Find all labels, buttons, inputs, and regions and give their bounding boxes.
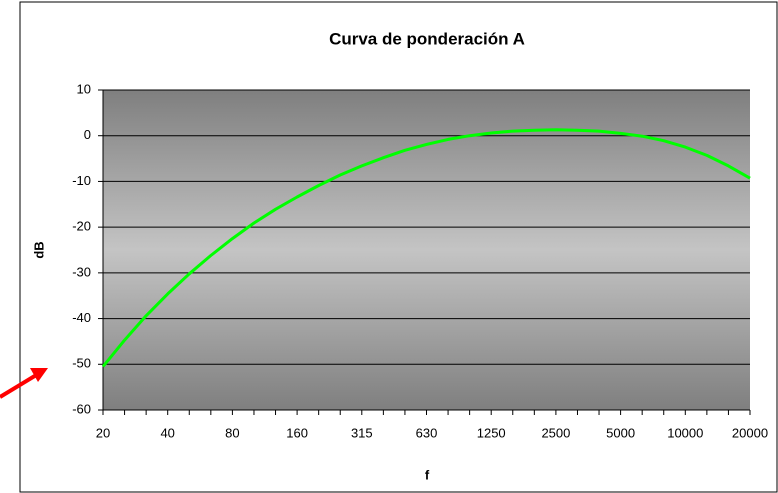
y-tick-label: -10	[72, 173, 91, 188]
x-axis-label: f	[425, 467, 430, 482]
x-tick-label: 5000	[606, 425, 635, 440]
y-tick-label: -20	[72, 219, 91, 234]
y-tick-label: -30	[72, 264, 91, 279]
y-axis-label: dB	[31, 241, 46, 258]
x-tick-label: 20	[96, 425, 110, 440]
arrow	[0, 368, 48, 399]
data-line	[101, 128, 751, 368]
x-tick-label: 630	[416, 425, 438, 440]
y-tick-label: -50	[72, 356, 91, 371]
x-tick-label: 40	[160, 425, 174, 440]
y-tick-label: -40	[72, 310, 91, 325]
x-tick-label: 20000	[732, 425, 768, 440]
x-tick-label: 315	[351, 425, 373, 440]
x-tick-label: 1250	[477, 425, 506, 440]
x-tick-label: 2500	[541, 425, 570, 440]
x-tick-label: 80	[225, 425, 239, 440]
y-tick-label: -60	[72, 401, 91, 416]
x-tick-label: 160	[286, 425, 308, 440]
x-tick-label: 10000	[667, 425, 703, 440]
chart-title: Curva de ponderación A	[329, 29, 525, 48]
y-tick-label: 10	[77, 81, 91, 96]
y-tick-label: 0	[84, 127, 91, 142]
